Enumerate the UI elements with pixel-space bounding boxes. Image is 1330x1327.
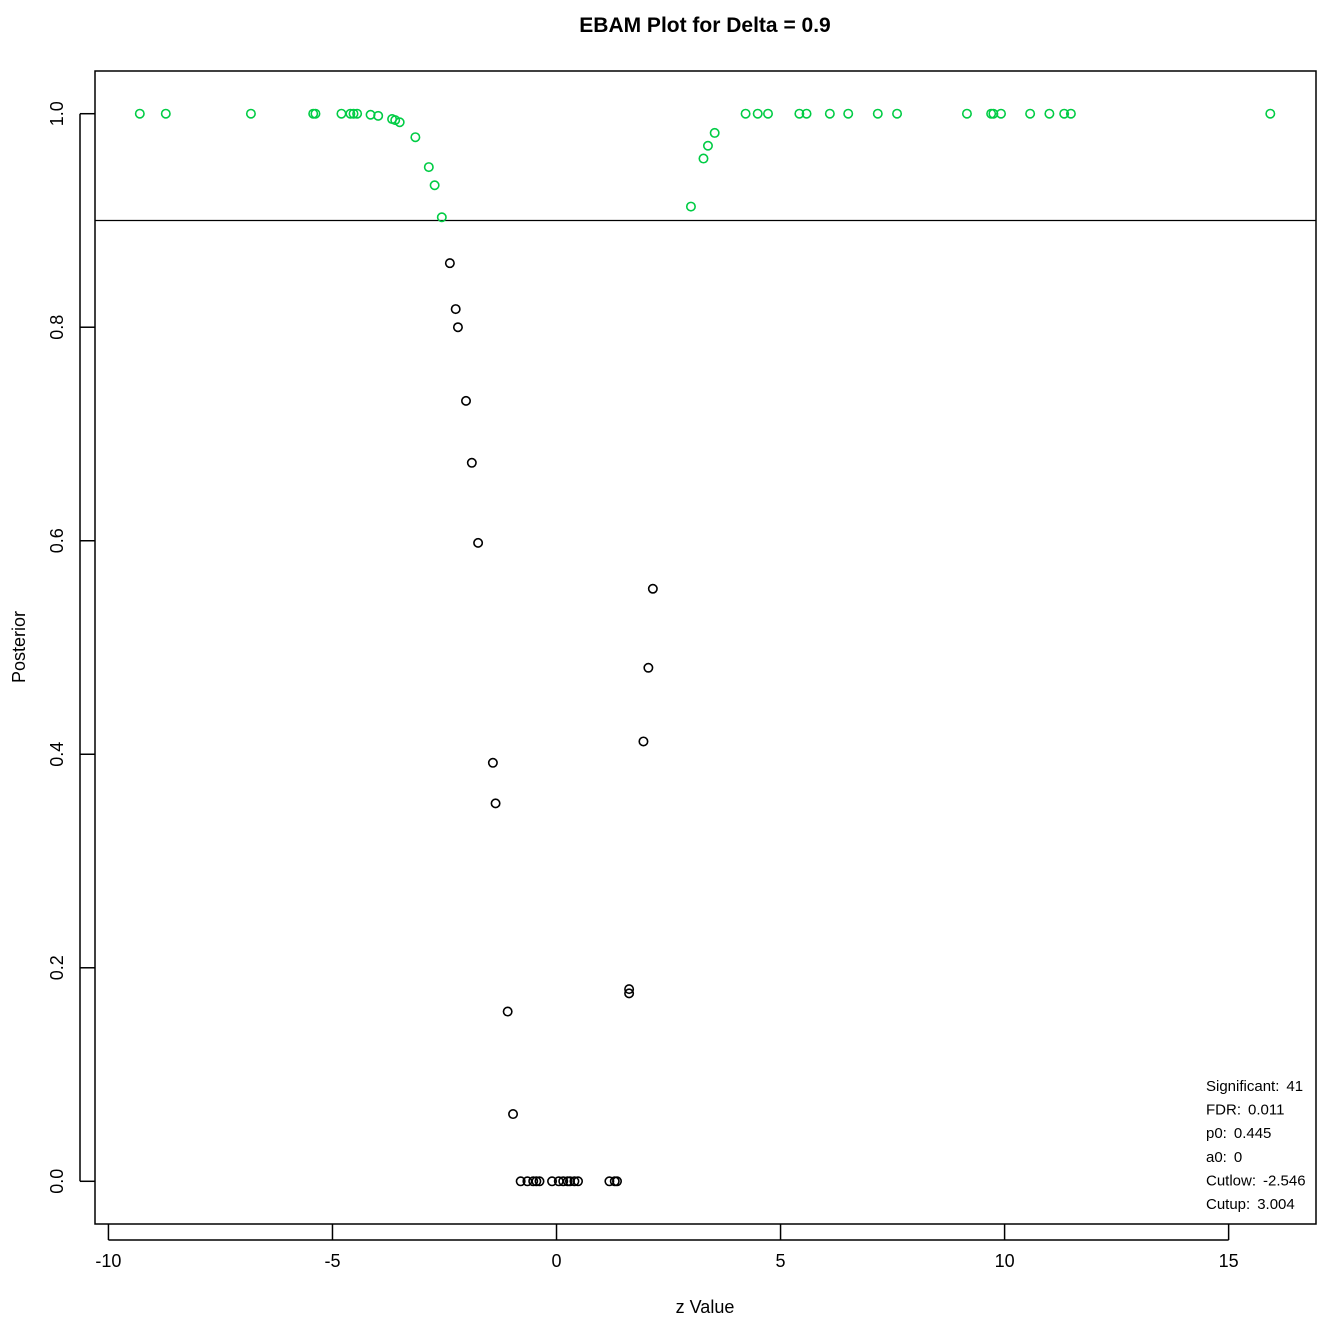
non-significant-point bbox=[466, 457, 477, 468]
non-significant-point bbox=[612, 1176, 623, 1187]
non-significant-point bbox=[624, 988, 635, 999]
non-significant-point bbox=[515, 1176, 526, 1187]
significant-point bbox=[794, 108, 805, 119]
x-tick-label: 15 bbox=[1219, 1251, 1239, 1271]
y-tick-label: 1.0 bbox=[47, 101, 67, 126]
non-significant-point bbox=[643, 662, 654, 673]
stats-key: p0: bbox=[1206, 1125, 1227, 1142]
significant-point bbox=[685, 201, 696, 212]
significant-point bbox=[1065, 108, 1076, 119]
y-axis-label: Posterior bbox=[9, 611, 29, 683]
stats-line: a0: 0 bbox=[1206, 1149, 1242, 1166]
significant-point bbox=[872, 108, 883, 119]
non-significant-point bbox=[528, 1176, 539, 1187]
significant-point bbox=[801, 108, 812, 119]
stats-value: 3.004 bbox=[1257, 1196, 1295, 1213]
significant-point bbox=[1059, 108, 1070, 119]
x-tick-label: -10 bbox=[95, 1251, 121, 1271]
stats-value: -2.546 bbox=[1263, 1172, 1306, 1189]
stats-key: FDR: bbox=[1206, 1102, 1241, 1119]
non-significant-point bbox=[547, 1176, 558, 1187]
significant-point bbox=[348, 108, 359, 119]
y-tick-label: 0.8 bbox=[47, 315, 67, 340]
non-significant-point bbox=[569, 1176, 580, 1187]
significant-point bbox=[698, 153, 709, 164]
significant-point bbox=[373, 110, 384, 121]
significant-point bbox=[436, 212, 447, 223]
x-tick-label: -5 bbox=[324, 1251, 340, 1271]
x-tick-label: 10 bbox=[995, 1251, 1015, 1271]
significant-point bbox=[1265, 108, 1276, 119]
stats-line: Cutup: 3.004 bbox=[1206, 1196, 1295, 1213]
non-significant-point bbox=[487, 757, 498, 768]
non-significant-point bbox=[638, 736, 649, 747]
x-tick-label: 5 bbox=[776, 1251, 786, 1271]
significant-point bbox=[410, 132, 421, 143]
non-significant-point bbox=[558, 1176, 569, 1187]
non-significant-point bbox=[490, 798, 501, 809]
significant-point bbox=[134, 108, 145, 119]
y-tick-label: 0.4 bbox=[47, 742, 67, 767]
x-axis-label: z Value bbox=[676, 1297, 735, 1317]
significant-point bbox=[310, 108, 321, 119]
chart-title: EBAM Plot for Delta = 0.9 bbox=[579, 14, 830, 37]
significant-point bbox=[892, 108, 903, 119]
non-significant-point bbox=[461, 395, 472, 406]
plot-frame bbox=[94, 70, 1317, 1225]
stats-line: FDR: 0.011 bbox=[1206, 1102, 1284, 1119]
significant-point bbox=[843, 108, 854, 119]
stats-key: Significant: bbox=[1206, 1078, 1279, 1095]
significant-point bbox=[423, 162, 434, 173]
significant-point bbox=[352, 108, 363, 119]
significant-point bbox=[160, 108, 171, 119]
stats-key: Cutup: bbox=[1206, 1196, 1250, 1213]
significant-point bbox=[752, 108, 763, 119]
significant-point bbox=[740, 108, 751, 119]
significant-point bbox=[1044, 108, 1055, 119]
y-axis: 0.0 0.2 0.4 0.6 0.8 1.0 bbox=[47, 101, 95, 1194]
significant-point bbox=[961, 108, 972, 119]
significant-point bbox=[245, 108, 256, 119]
stats-value: 0.011 bbox=[1248, 1102, 1284, 1119]
stats-annotation: Significant: 41 FDR: 0.011 p0: 0.445 a0: 0 Cutlo… bbox=[1206, 1078, 1306, 1213]
significant-point bbox=[824, 108, 835, 119]
non-significant-point bbox=[647, 583, 658, 594]
significant-point bbox=[996, 108, 1007, 119]
stats-line: Significant: 41 bbox=[1206, 1078, 1303, 1095]
non-significant-point bbox=[444, 258, 455, 269]
data-points bbox=[134, 108, 1276, 1187]
stats-line: p0: 0.445 bbox=[1206, 1125, 1271, 1142]
non-significant-point bbox=[473, 537, 484, 548]
non-significant-point bbox=[452, 322, 463, 333]
y-tick-label: 0.6 bbox=[47, 528, 67, 553]
significant-point bbox=[429, 180, 440, 191]
non-significant-point bbox=[450, 304, 461, 315]
y-tick-label: 0.0 bbox=[47, 1169, 67, 1194]
non-significant-point bbox=[531, 1176, 542, 1187]
stats-value: 41 bbox=[1286, 1078, 1303, 1095]
stats-key: Cutlow: bbox=[1206, 1172, 1256, 1189]
significant-point bbox=[345, 108, 356, 119]
significant-point bbox=[394, 117, 405, 128]
significant-point bbox=[763, 108, 774, 119]
stats-key: a0: bbox=[1206, 1149, 1227, 1166]
significant-point bbox=[702, 140, 713, 151]
non-significant-point bbox=[534, 1176, 545, 1187]
stats-line: Cutlow: -2.546 bbox=[1206, 1172, 1306, 1189]
x-axis: -10 -5 0 5 10 15 bbox=[95, 1224, 1239, 1271]
stats-value: 0 bbox=[1234, 1149, 1242, 1166]
non-significant-point bbox=[624, 984, 635, 995]
significant-point bbox=[709, 127, 720, 138]
stats-value: 0.445 bbox=[1234, 1125, 1272, 1142]
x-tick-label: 0 bbox=[552, 1251, 562, 1271]
non-significant-point bbox=[573, 1176, 584, 1187]
significant-point bbox=[1025, 108, 1036, 119]
y-tick-label: 0.2 bbox=[47, 955, 67, 980]
non-significant-point bbox=[502, 1006, 513, 1017]
non-significant-point bbox=[508, 1109, 519, 1120]
